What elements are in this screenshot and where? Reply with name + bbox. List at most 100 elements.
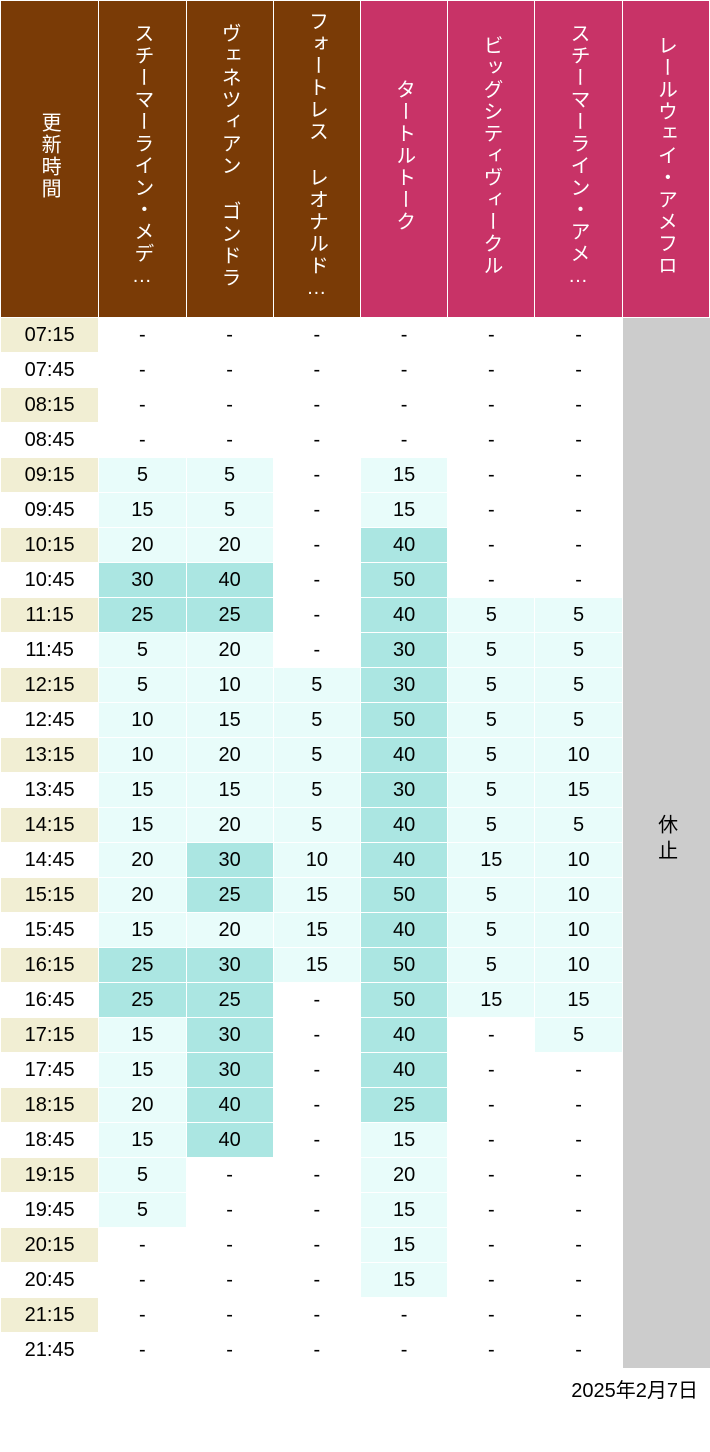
time-cell: 13:15 xyxy=(1,738,99,773)
value-cell: - xyxy=(535,1193,622,1228)
table-row: 16:452525-501515 xyxy=(1,983,710,1018)
value-cell: 15 xyxy=(186,773,273,808)
value-cell: 30 xyxy=(186,948,273,983)
value-cell: 15 xyxy=(360,1263,447,1298)
time-cell: 08:45 xyxy=(1,423,99,458)
value-cell: - xyxy=(273,1123,360,1158)
value-cell: - xyxy=(273,1018,360,1053)
value-cell: - xyxy=(535,423,622,458)
value-cell: - xyxy=(186,1193,273,1228)
value-cell: 20 xyxy=(99,1088,186,1123)
value-cell: - xyxy=(99,1333,186,1368)
table-row: 20:15---15-- xyxy=(1,1228,710,1263)
value-cell: 20 xyxy=(186,633,273,668)
value-cell: 40 xyxy=(360,738,447,773)
table-row: 18:451540-15-- xyxy=(1,1123,710,1158)
value-cell: 5 xyxy=(448,948,535,983)
value-cell: 5 xyxy=(448,913,535,948)
time-cell: 15:15 xyxy=(1,878,99,913)
value-cell: - xyxy=(186,318,273,353)
value-cell: - xyxy=(99,1228,186,1263)
value-cell: 15 xyxy=(360,1193,447,1228)
table-row: 17:451530-40-- xyxy=(1,1053,710,1088)
value-cell: 10 xyxy=(99,738,186,773)
table-row: 10:453040-50-- xyxy=(1,563,710,598)
value-cell: - xyxy=(535,528,622,563)
value-cell: - xyxy=(448,563,535,598)
value-cell: - xyxy=(448,388,535,423)
value-cell: - xyxy=(273,388,360,423)
value-cell: - xyxy=(273,318,360,353)
header-time: 更新時間 xyxy=(1,1,99,318)
value-cell: 5 xyxy=(99,668,186,703)
value-cell: 10 xyxy=(535,878,622,913)
value-cell: 5 xyxy=(535,633,622,668)
value-cell: - xyxy=(535,458,622,493)
value-cell: - xyxy=(99,353,186,388)
value-cell: 5 xyxy=(448,878,535,913)
value-cell: - xyxy=(273,493,360,528)
value-cell: - xyxy=(186,423,273,458)
value-cell: 30 xyxy=(360,633,447,668)
value-cell: 25 xyxy=(360,1088,447,1123)
time-cell: 11:45 xyxy=(1,633,99,668)
value-cell: 5 xyxy=(535,668,622,703)
date-label: 2025年2月7日 xyxy=(0,1368,710,1409)
value-cell: 15 xyxy=(99,808,186,843)
header-c1: スチーマーライン・メデ… xyxy=(99,1,186,318)
value-cell: - xyxy=(273,983,360,1018)
value-cell: 15 xyxy=(360,493,447,528)
value-cell: - xyxy=(273,1088,360,1123)
value-cell: 5 xyxy=(535,703,622,738)
header-label: フォートレス レオナルド… xyxy=(302,11,331,301)
header-label: スチーマーライン・メデ… xyxy=(128,11,157,301)
value-cell: 40 xyxy=(360,1053,447,1088)
time-cell: 14:15 xyxy=(1,808,99,843)
table-row: 14:15152054055 xyxy=(1,808,710,843)
header-label: 更新時間 xyxy=(35,11,64,301)
value-cell: 25 xyxy=(186,598,273,633)
time-cell: 10:15 xyxy=(1,528,99,563)
time-cell: 07:15 xyxy=(1,318,99,353)
header-label: スチーマーライン・アメ… xyxy=(564,11,593,301)
header-label: レールウェイ・アメフロ xyxy=(651,11,680,301)
value-cell: 5 xyxy=(99,458,186,493)
value-cell: 25 xyxy=(99,598,186,633)
header-c5: ビッグシティヴィークル xyxy=(448,1,535,318)
time-cell: 13:45 xyxy=(1,773,99,808)
value-cell: - xyxy=(448,1193,535,1228)
header-row: 更新時間 スチーマーライン・メデ… ヴェネツィアン ゴンドラフォートレス レオナルド… xyxy=(1,1,710,318)
table-row: 11:152525-4055 xyxy=(1,598,710,633)
table-row: 18:152040-25-- xyxy=(1,1088,710,1123)
time-cell: 12:45 xyxy=(1,703,99,738)
value-cell: 15 xyxy=(99,773,186,808)
value-cell: 25 xyxy=(186,878,273,913)
value-cell: 15 xyxy=(99,1053,186,1088)
time-cell: 18:15 xyxy=(1,1088,99,1123)
time-cell: 16:15 xyxy=(1,948,99,983)
value-cell: - xyxy=(535,563,622,598)
value-cell: 30 xyxy=(186,1018,273,1053)
value-cell: 5 xyxy=(186,493,273,528)
value-cell: 10 xyxy=(535,843,622,878)
value-cell: 25 xyxy=(99,948,186,983)
value-cell: 30 xyxy=(99,563,186,598)
value-cell: 5 xyxy=(99,1193,186,1228)
value-cell: 20 xyxy=(186,808,273,843)
value-cell: - xyxy=(535,1158,622,1193)
header-c2: ヴェネツィアン ゴンドラ xyxy=(186,1,273,318)
table-row: 21:45------ xyxy=(1,1333,710,1368)
time-cell: 10:45 xyxy=(1,563,99,598)
value-cell: 5 xyxy=(273,738,360,773)
value-cell: - xyxy=(448,1053,535,1088)
value-cell: 15 xyxy=(99,1123,186,1158)
value-cell: 15 xyxy=(99,1018,186,1053)
value-cell: 5 xyxy=(273,773,360,808)
value-cell: 40 xyxy=(360,528,447,563)
value-cell: - xyxy=(273,1158,360,1193)
value-cell: - xyxy=(535,1333,622,1368)
time-cell: 19:45 xyxy=(1,1193,99,1228)
value-cell: 5 xyxy=(535,1018,622,1053)
time-cell: 21:45 xyxy=(1,1333,99,1368)
value-cell: - xyxy=(448,353,535,388)
